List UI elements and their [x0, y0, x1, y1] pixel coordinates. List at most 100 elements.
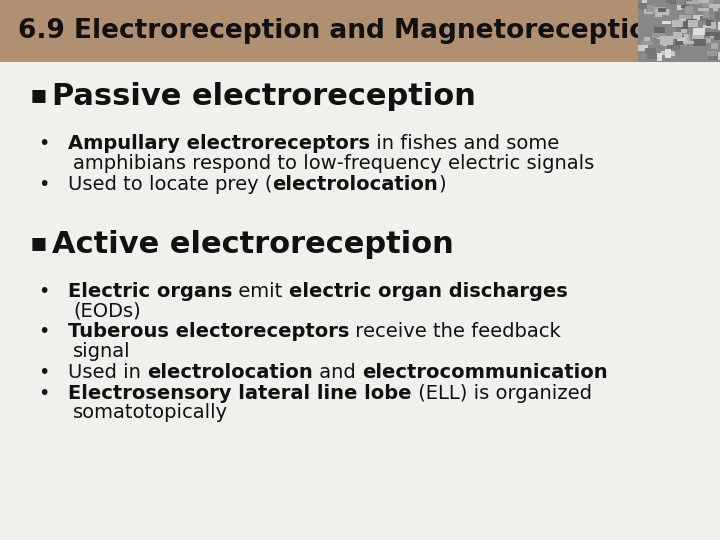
Bar	[712, 21, 719, 25]
Bar	[652, 32, 665, 38]
Bar	[680, 22, 688, 29]
Bar	[641, 41, 653, 44]
Bar	[678, 37, 688, 46]
Bar	[665, 50, 672, 58]
Bar	[699, 0, 709, 3]
Text: Passive electroreception: Passive electroreception	[52, 82, 476, 111]
Bar	[685, 0, 693, 1]
Bar	[657, 8, 667, 12]
Bar	[683, 41, 694, 44]
Text: Active electroreception: Active electroreception	[52, 230, 454, 259]
Text: electric organ discharges: electric organ discharges	[289, 281, 567, 301]
Bar	[660, 36, 672, 45]
Bar	[645, 48, 656, 54]
Bar	[714, 33, 720, 40]
Text: •: •	[38, 322, 50, 341]
Bar	[644, 37, 650, 41]
Bar	[693, 28, 705, 35]
Bar	[688, 20, 698, 27]
Text: somatotopically: somatotopically	[73, 403, 228, 422]
Bar	[702, 0, 713, 7]
Bar	[656, 9, 669, 15]
Bar	[688, 0, 696, 3]
Bar	[686, 0, 701, 4]
Bar	[718, 22, 720, 30]
Bar	[683, 34, 690, 43]
Text: Electric organs: Electric organs	[68, 281, 233, 301]
Bar	[714, 5, 719, 11]
Text: and: and	[313, 363, 362, 382]
Bar	[665, 9, 670, 16]
Bar	[672, 32, 682, 39]
Bar	[652, 7, 666, 13]
Bar	[665, 52, 675, 56]
Bar	[716, 15, 720, 19]
Bar	[672, 19, 683, 27]
Bar	[701, 38, 711, 43]
Bar	[667, 55, 673, 58]
Bar	[706, 31, 720, 36]
Bar	[703, 11, 708, 17]
Bar	[684, 34, 688, 42]
Bar	[685, 5, 693, 14]
Bar	[677, 5, 682, 10]
Bar	[693, 35, 704, 39]
Bar	[642, 0, 647, 3]
Bar	[693, 39, 706, 46]
Bar	[657, 53, 662, 61]
Text: receive the feedback: receive the feedback	[349, 322, 561, 341]
Bar	[657, 35, 665, 39]
Text: 6.9 Electroreception and Magnetoreception: 6.9 Electroreception and Magnetoreceptio…	[18, 18, 666, 44]
Bar	[697, 32, 710, 36]
Bar	[716, 32, 720, 36]
Text: Tuberous electoreceptors: Tuberous electoreceptors	[68, 322, 349, 341]
Bar	[655, 13, 662, 17]
Text: signal: signal	[73, 342, 130, 361]
Bar	[693, 15, 704, 21]
Bar	[647, 53, 659, 59]
Text: electrolocation: electrolocation	[272, 174, 438, 194]
Bar	[706, 20, 713, 26]
Text: •: •	[38, 134, 50, 153]
Bar	[0, 0, 720, 62]
Bar	[709, 4, 720, 8]
Text: (EODs): (EODs)	[73, 301, 140, 320]
Bar	[685, 18, 697, 23]
Text: emit: emit	[233, 281, 289, 301]
Text: electrolocation: electrolocation	[147, 363, 313, 382]
Text: in fishes and some: in fishes and some	[370, 134, 559, 153]
Text: •: •	[38, 384, 50, 403]
Text: Ampullary electroreceptors: Ampullary electroreceptors	[68, 134, 370, 153]
Text: ): )	[438, 174, 446, 194]
Bar	[662, 21, 670, 24]
Bar	[715, 12, 720, 20]
Text: Used in: Used in	[68, 363, 147, 382]
Bar	[675, 36, 684, 45]
Text: •: •	[38, 363, 50, 382]
Bar	[706, 0, 711, 4]
Bar	[714, 52, 720, 60]
Text: •: •	[38, 281, 50, 301]
Text: (ELL) is organized: (ELL) is organized	[412, 384, 592, 403]
Text: ▪: ▪	[30, 82, 48, 108]
Bar	[679, 24, 688, 33]
Text: amphibians respond to low-frequency electric signals: amphibians respond to low-frequency elec…	[73, 153, 594, 173]
Text: Electrosensory lateral line lobe: Electrosensory lateral line lobe	[68, 384, 412, 403]
Text: ▪: ▪	[30, 230, 48, 255]
Text: •: •	[38, 174, 50, 194]
Bar	[667, 42, 680, 50]
Bar	[711, 22, 716, 30]
Bar	[638, 3, 647, 9]
Text: electrocommunication: electrocommunication	[362, 363, 608, 382]
Bar	[698, 8, 709, 11]
Bar	[700, 16, 708, 21]
Bar	[661, 51, 674, 55]
Bar	[676, 28, 681, 35]
Bar	[665, 38, 670, 43]
Bar	[638, 45, 647, 51]
Bar	[711, 43, 718, 49]
Bar	[679, 15, 691, 20]
Bar	[663, 40, 668, 46]
Bar	[654, 26, 665, 35]
Bar	[677, 37, 685, 41]
